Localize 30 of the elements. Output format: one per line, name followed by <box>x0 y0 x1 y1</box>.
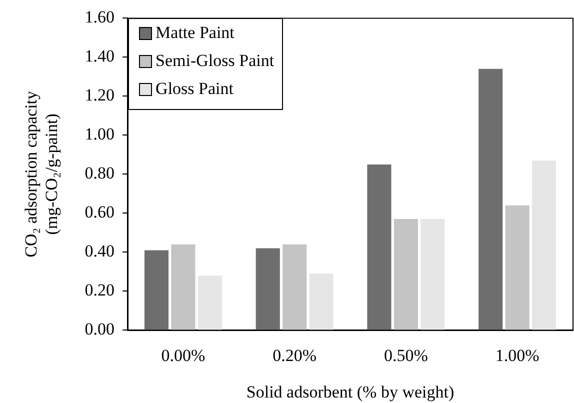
bar <box>171 244 196 330</box>
y-tick-label: 1.60 <box>84 8 115 27</box>
y-tick-label: 0.60 <box>84 202 115 222</box>
bar <box>256 248 280 330</box>
y-tick-label: 0.40 <box>84 242 115 261</box>
y-tick-label: 1.00 <box>84 124 115 144</box>
y-tick-label: 0.80 <box>84 164 115 183</box>
y-tick-label: 0.20 <box>84 280 115 300</box>
y-tick-label: 1.40 <box>84 46 115 66</box>
bar <box>198 276 222 330</box>
y-axis-title: CO₂ adsorption capacity (mg-CO₂/g-paint) <box>22 90 62 258</box>
x-tick-label: 0.20% <box>272 346 317 365</box>
x-tick-label: 1.00% <box>495 346 540 365</box>
bar <box>282 244 307 330</box>
bar <box>394 219 418 330</box>
x-axis-title: Solid adsorbent (% by weight) <box>246 382 454 402</box>
bar <box>420 219 445 330</box>
bar <box>532 160 556 330</box>
legend-label: Gloss Paint <box>156 79 234 100</box>
y-tick-label: 1.20 <box>84 86 115 105</box>
legend-label: Semi-Gloss Paint <box>156 51 274 72</box>
legend-label: Matte Paint <box>156 23 234 44</box>
bar <box>144 250 169 330</box>
bar <box>367 164 392 330</box>
y-tick-label: 0.00 <box>84 320 115 339</box>
bar <box>505 205 530 330</box>
x-tick-label: 0.50% <box>384 346 428 365</box>
bar <box>309 274 334 330</box>
x-tick-label: 0.00% <box>161 346 206 365</box>
bar <box>478 68 503 330</box>
